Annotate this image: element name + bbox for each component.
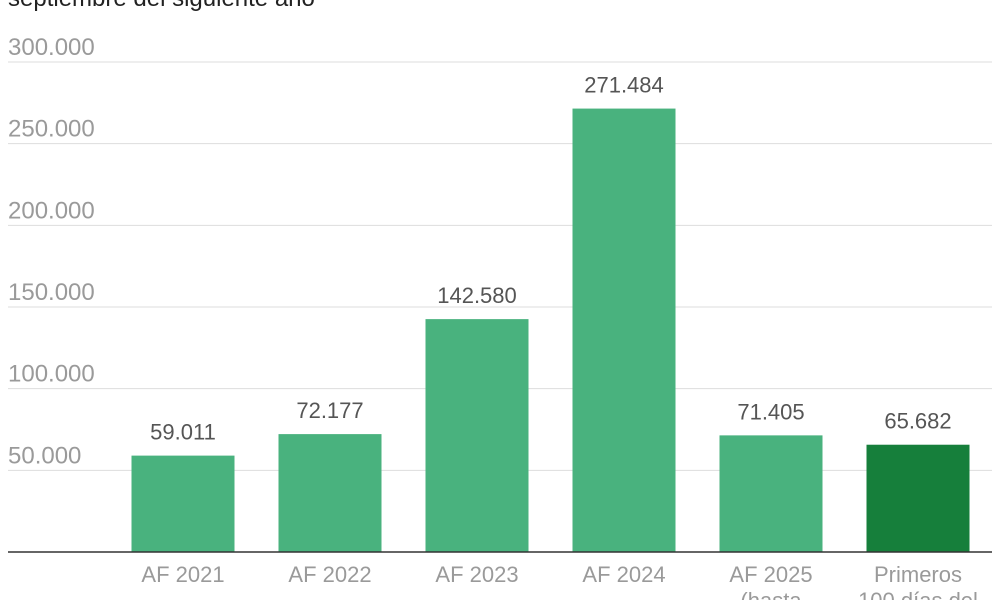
data-label: 72.177 <box>296 398 363 423</box>
bar <box>278 434 382 552</box>
y-tick-label: 300.000 <box>8 34 95 61</box>
data-label: 59.011 <box>150 420 216 445</box>
x-tick-label: AF 2023 <box>435 562 518 587</box>
x-tick-label: AF 2021 <box>141 562 224 587</box>
bar <box>131 455 235 552</box>
y-tick-label: 200.000 <box>8 197 95 224</box>
data-label: 65.682 <box>884 409 951 434</box>
bar <box>719 435 823 552</box>
x-tick-label: AF 2025 <box>729 562 812 587</box>
gridlines: 50.000 100.000 150.000 200.000 250.000 300.00… <box>8 34 992 471</box>
bar <box>425 319 529 552</box>
x-tick-label: AF 2022 <box>288 562 371 587</box>
bars <box>131 108 970 552</box>
y-tick-label: 100.000 <box>8 361 95 388</box>
bar <box>866 444 970 552</box>
y-tick-label: 250.000 <box>8 116 95 143</box>
data-label: 271.484 <box>584 73 664 98</box>
chart-subtitle: septiembre del siguiente año <box>8 0 315 12</box>
y-tick-label: 50.000 <box>8 442 81 469</box>
y-tick-label: 150.000 <box>8 279 95 306</box>
x-tick-label: AF 2024 <box>582 562 665 587</box>
data-labels: 59.011 72.177 142.580 271.484 71.405 65.682 <box>150 73 951 445</box>
bar <box>572 108 676 552</box>
x-tick-label-continuation: (hasta <box>740 588 802 600</box>
x-tick-label: Primeros <box>874 562 962 587</box>
data-label: 142.580 <box>437 283 517 308</box>
x-tick-label-continuation: 100 días del <box>858 588 978 600</box>
data-label: 71.405 <box>737 399 804 424</box>
x-axis-ticks: AF 2021 AF 2022 AF 2023 AF 2024 AF 2025(hast… <box>141 562 978 600</box>
